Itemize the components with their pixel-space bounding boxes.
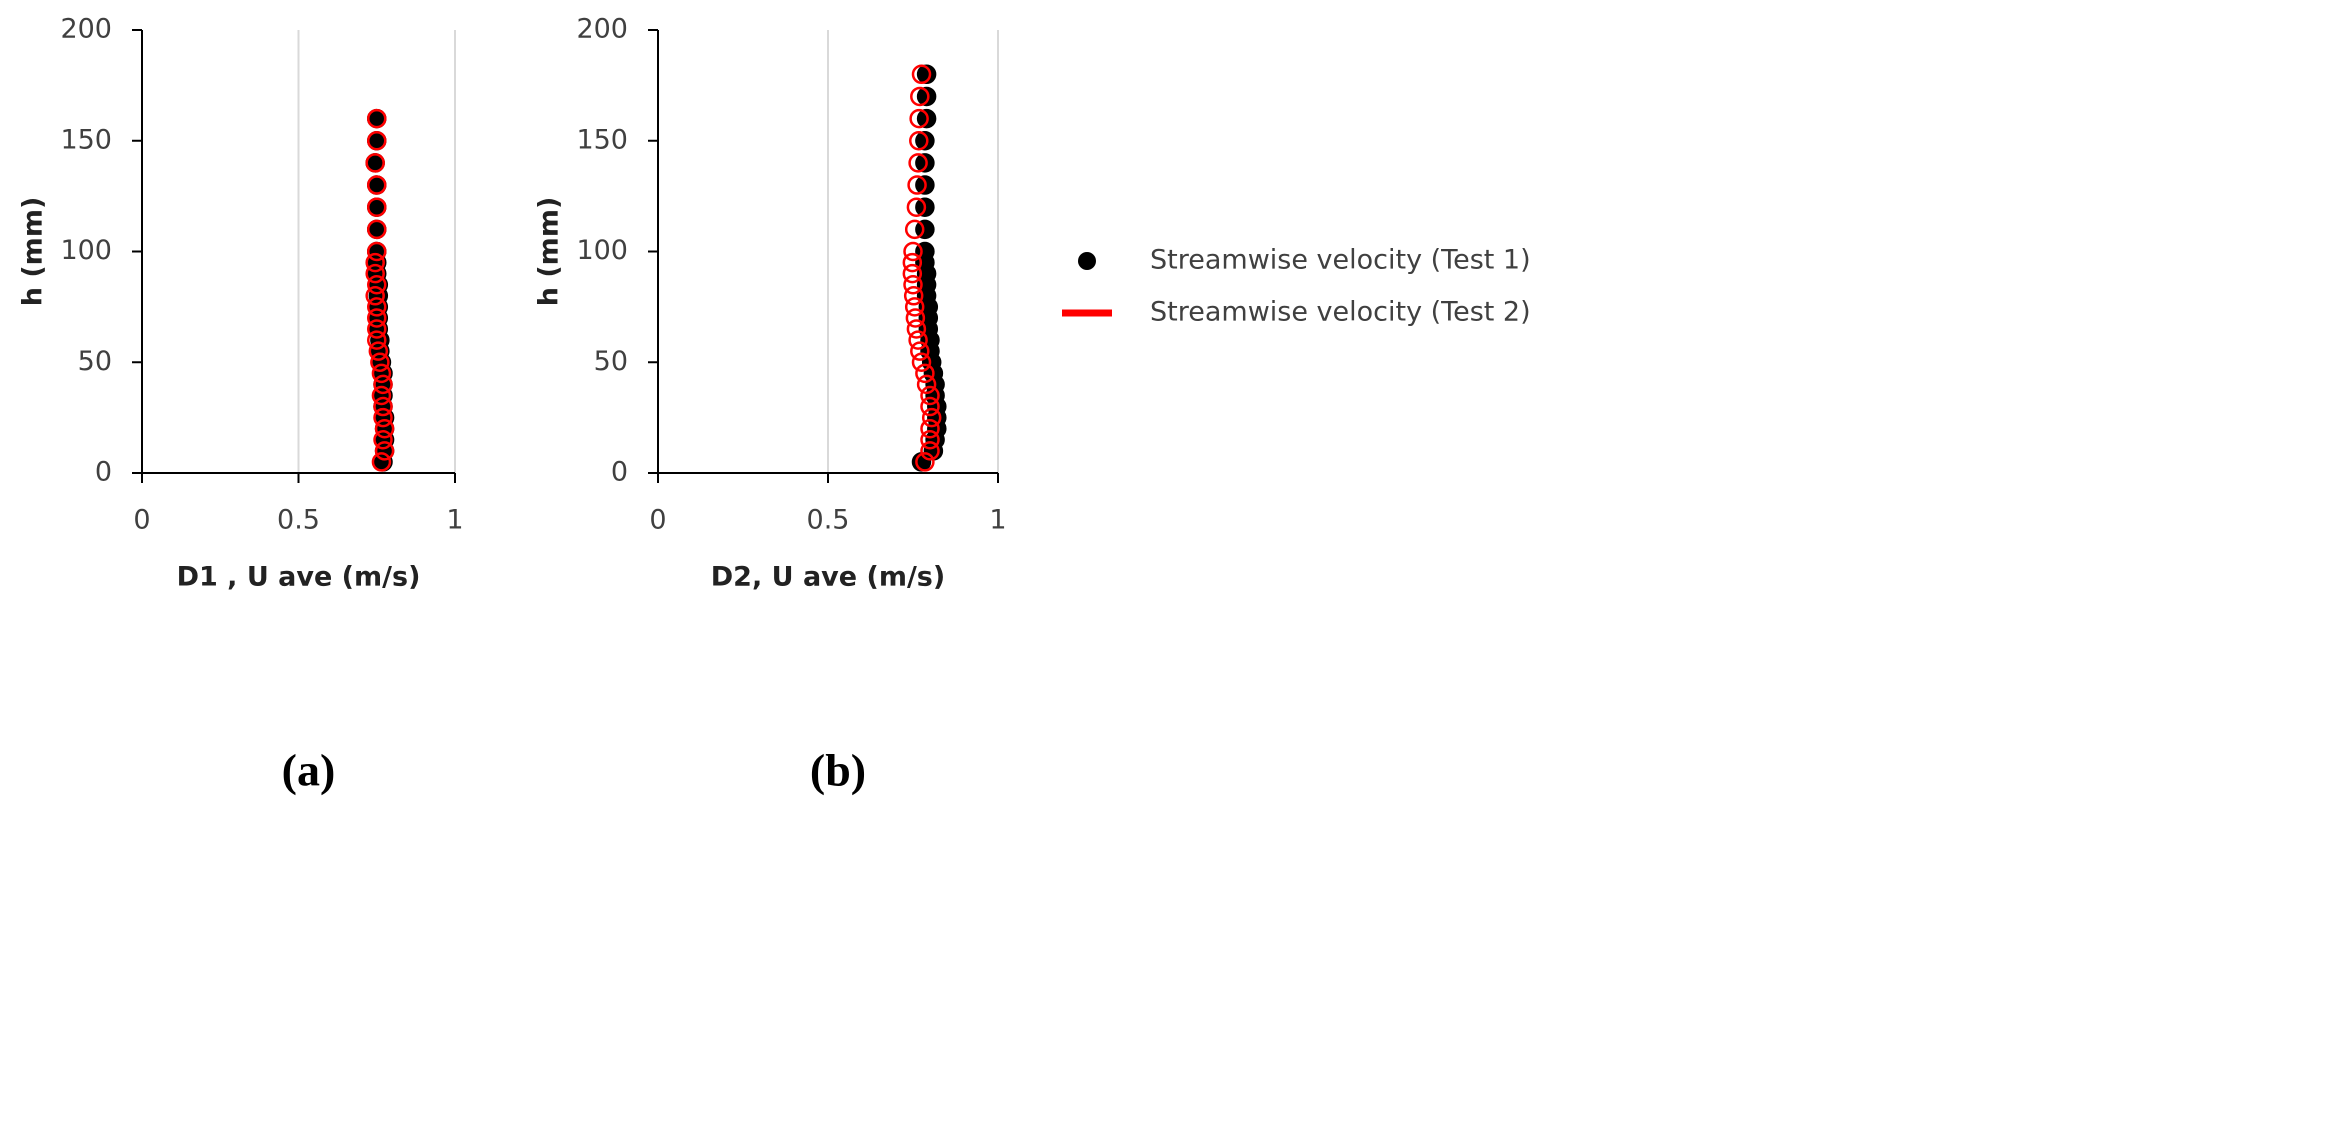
point bbox=[921, 407, 942, 428]
y-tick-label: 100 bbox=[60, 235, 112, 266]
y-tick-label: 150 bbox=[60, 124, 112, 155]
point bbox=[920, 385, 940, 406]
point bbox=[370, 352, 390, 372]
point bbox=[903, 274, 923, 295]
x-axis-label: D2, U ave (m/s) bbox=[711, 562, 945, 593]
point bbox=[367, 175, 387, 195]
point bbox=[367, 330, 387, 350]
x-tick-label: 0 bbox=[133, 505, 150, 536]
x-tick-label: 0.5 bbox=[807, 505, 850, 536]
x-tick-label: 1 bbox=[446, 505, 463, 536]
point bbox=[916, 64, 937, 85]
caption: (a) bbox=[282, 745, 336, 796]
point bbox=[373, 396, 393, 417]
point bbox=[909, 131, 929, 151]
y-tick-label: 200 bbox=[60, 14, 112, 45]
point bbox=[368, 341, 389, 361]
point bbox=[371, 385, 392, 406]
point bbox=[365, 252, 385, 273]
point bbox=[903, 241, 923, 262]
y-tick-label: 50 bbox=[594, 346, 628, 377]
point bbox=[373, 374, 393, 395]
point bbox=[915, 452, 935, 472]
y-tick-label: 0 bbox=[611, 457, 628, 488]
x-tick-label: 1 bbox=[989, 505, 1006, 536]
point bbox=[915, 153, 935, 173]
point bbox=[916, 86, 937, 107]
y-tick-label: 0 bbox=[95, 457, 112, 488]
point bbox=[904, 297, 925, 317]
x-tick-label: 0.5 bbox=[277, 505, 320, 536]
point bbox=[367, 308, 387, 328]
point bbox=[909, 108, 929, 129]
point bbox=[915, 131, 935, 151]
y-axis-label: h (mm) bbox=[18, 197, 49, 307]
y-tick-label: 200 bbox=[576, 14, 628, 45]
point bbox=[906, 319, 927, 339]
point bbox=[367, 131, 387, 151]
point bbox=[907, 175, 927, 195]
point bbox=[367, 108, 387, 129]
point bbox=[371, 452, 392, 472]
point bbox=[905, 308, 926, 328]
point bbox=[367, 297, 387, 317]
point bbox=[920, 418, 940, 439]
point bbox=[367, 219, 387, 240]
legend-symbol bbox=[1078, 252, 1096, 270]
point bbox=[367, 241, 387, 262]
point bbox=[920, 430, 940, 450]
point bbox=[904, 219, 925, 240]
point bbox=[920, 441, 940, 461]
point bbox=[373, 407, 393, 428]
y-tick-label: 150 bbox=[576, 124, 628, 155]
point bbox=[902, 263, 923, 284]
point bbox=[920, 396, 940, 417]
y-axis-label: h (mm) bbox=[534, 197, 565, 307]
y-tick-label: 100 bbox=[576, 235, 628, 266]
point bbox=[902, 252, 923, 273]
point bbox=[367, 274, 387, 295]
x-axis-label: D1 , U ave (m/s) bbox=[177, 562, 421, 593]
point bbox=[365, 153, 385, 173]
point bbox=[903, 286, 924, 306]
point bbox=[908, 330, 928, 350]
point bbox=[374, 418, 395, 439]
point bbox=[915, 363, 935, 384]
point bbox=[367, 197, 387, 217]
point bbox=[916, 374, 937, 395]
point bbox=[367, 319, 387, 339]
point bbox=[365, 286, 385, 306]
legend-label: Streamwise velocity (Test 2) bbox=[1150, 297, 1531, 328]
point bbox=[373, 430, 393, 450]
point bbox=[906, 197, 927, 217]
point bbox=[371, 363, 392, 384]
point bbox=[910, 86, 930, 107]
point bbox=[374, 441, 395, 461]
caption: (b) bbox=[810, 745, 866, 796]
y-tick-label: 50 bbox=[78, 346, 112, 377]
x-tick-label: 0 bbox=[649, 505, 666, 536]
point bbox=[365, 263, 385, 284]
point bbox=[908, 153, 928, 173]
point bbox=[911, 64, 932, 85]
legend-label: Streamwise velocity (Test 1) bbox=[1150, 245, 1531, 276]
point bbox=[911, 352, 932, 372]
point bbox=[910, 341, 930, 361]
